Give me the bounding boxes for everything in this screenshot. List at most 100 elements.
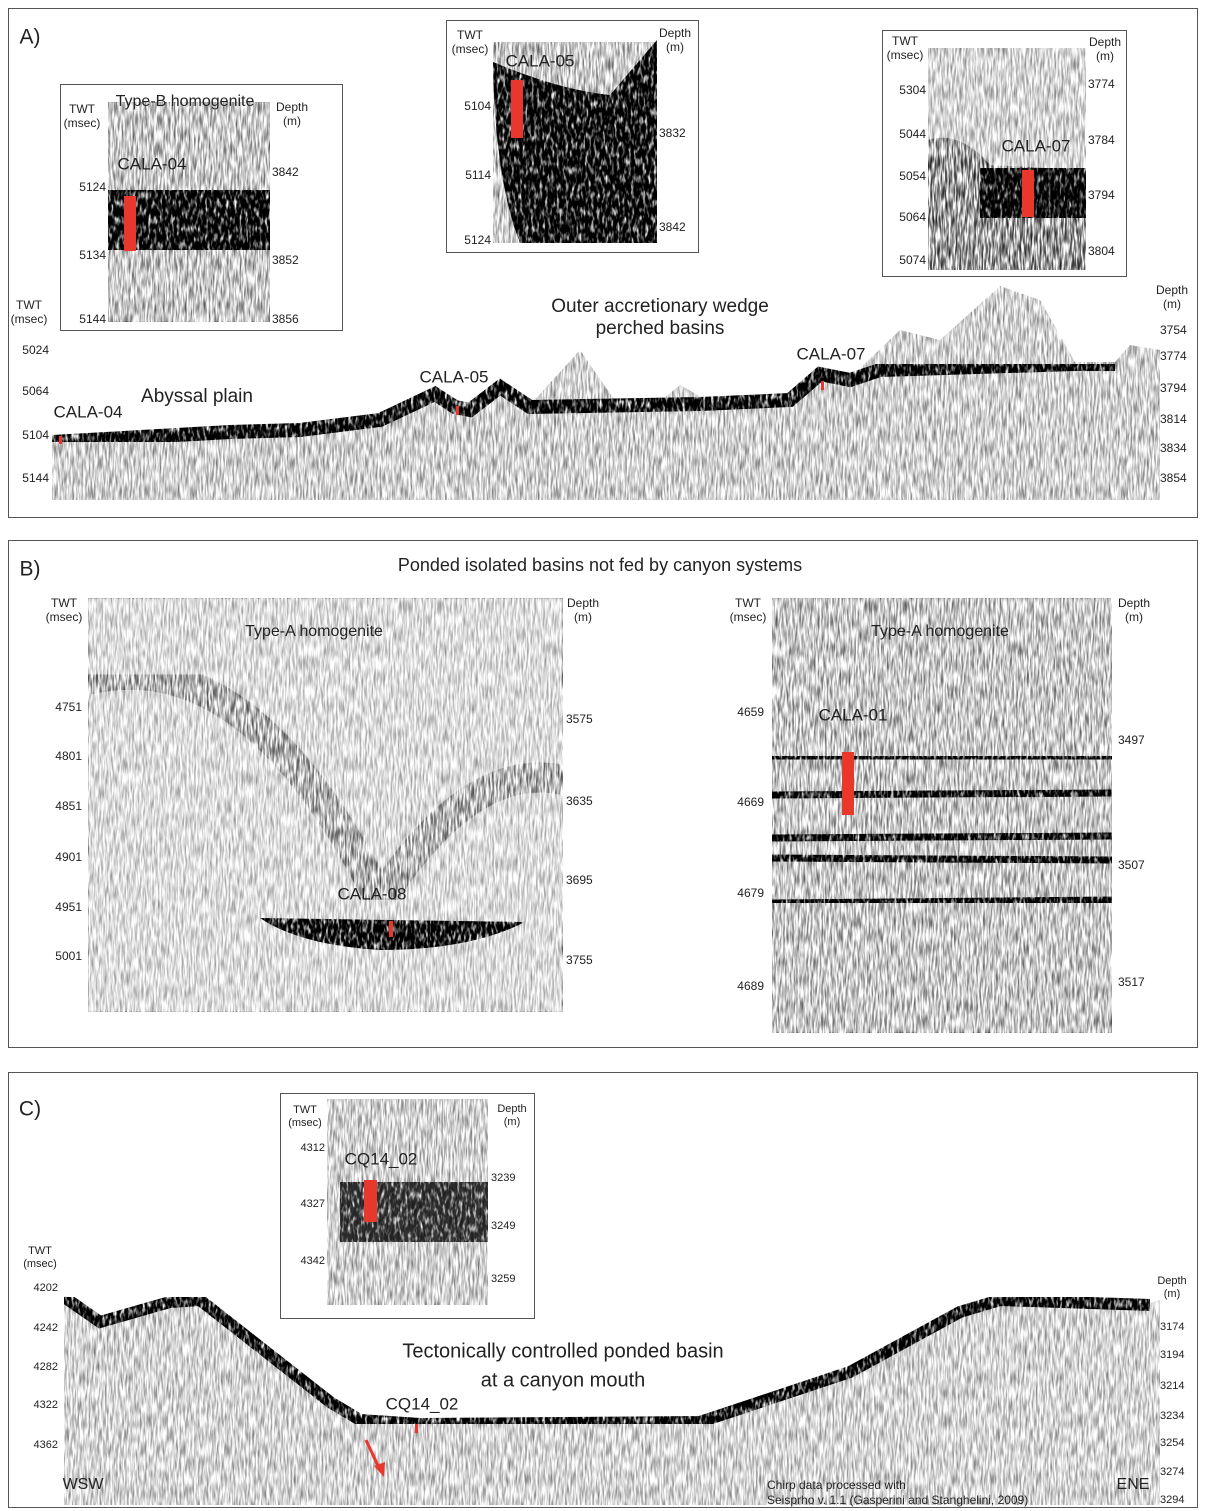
axis-unit: (m) <box>504 1116 521 1128</box>
axis-unit: (msec) <box>46 610 83 624</box>
twt-tick-label: 5144 <box>22 471 49 485</box>
axis-title: Depth <box>567 596 599 610</box>
twt-tick-label: 4327 <box>301 1198 325 1210</box>
depth-tick-label: 3832 <box>659 126 686 140</box>
axis-title: TWT <box>293 1104 317 1116</box>
depth-tick-label: 3804 <box>1088 244 1115 258</box>
depth-tick-label: 3842 <box>272 165 299 179</box>
site-label: CALA-01 <box>819 705 888 724</box>
hyperbola <box>84 659 567 931</box>
site-label: CQ14_02 <box>386 1394 459 1413</box>
depth-tick-label: 3517 <box>1118 975 1145 989</box>
seafloor-reflector <box>60 1292 1151 1431</box>
fault-arrow <box>364 1439 385 1477</box>
depth-tick-label: 3239 <box>491 1172 515 1184</box>
annotation: Outer accretionary wedge <box>551 296 769 317</box>
depth-tick-label: 3214 <box>1160 1380 1184 1392</box>
depth-tick-label: 3854 <box>1160 471 1187 485</box>
twt-tick-label: 4901 <box>55 850 82 864</box>
axis-unit: (m) <box>1163 297 1181 311</box>
seafloor-reflector <box>51 357 1115 449</box>
depth-tick-label: 3249 <box>491 1220 515 1232</box>
axis-unit: (msec) <box>11 312 48 326</box>
twt-tick-label: 5054 <box>899 169 926 183</box>
twt-tick-label: 5104 <box>464 99 491 113</box>
site-label: CQ14_02 <box>345 1149 418 1168</box>
panel-label: C) <box>19 1098 41 1121</box>
axis-unit: (msec) <box>23 1258 57 1270</box>
axis-title: TWT <box>16 298 43 312</box>
credit: Seisprho v. 1.1 (Gasperini and Stangheli… <box>767 1493 1028 1507</box>
twt-tick-label: 4282 <box>34 1361 58 1373</box>
depth-tick-label: 3794 <box>1160 381 1187 395</box>
depth-tick-label: 3497 <box>1118 733 1145 747</box>
twt-tick-label: 4362 <box>34 1439 58 1451</box>
axis-unit: (m) <box>574 610 592 624</box>
direction-label: ENE <box>1117 1476 1150 1493</box>
annotation: at a canyon mouth <box>481 1369 646 1391</box>
credit: Chirp data processed with <box>767 1478 906 1492</box>
twt-tick-label: 5134 <box>79 248 106 262</box>
axis-title: Depth <box>1118 596 1150 610</box>
axis-unit: (m) <box>283 114 301 128</box>
axis-title: Depth <box>497 1103 526 1115</box>
depth-tick-label: 3774 <box>1088 77 1115 91</box>
twt-tick-label: 4679 <box>737 886 764 900</box>
panel-label: B) <box>20 558 41 581</box>
depth-tick-label: 3294 <box>1160 1494 1184 1506</box>
direction-label: WSW <box>63 1476 105 1493</box>
twt-tick-label: 4659 <box>737 705 764 719</box>
site-label: CALA-07 <box>797 344 866 363</box>
depth-tick-label: 3794 <box>1088 188 1115 202</box>
depth-tick-label: 3834 <box>1160 441 1187 455</box>
depth-tick-label: 3856 <box>272 312 299 326</box>
site-label: CALA-08 <box>338 884 407 903</box>
depth-tick-label: 3507 <box>1118 858 1145 872</box>
reflector-band <box>340 1182 488 1242</box>
panel-label: A) <box>20 26 41 49</box>
site-label: CALA-04 <box>118 154 187 173</box>
depth-tick-label: 3274 <box>1160 1466 1184 1478</box>
twt-tick-label: 4951 <box>55 900 82 914</box>
twt-tick-label: 4242 <box>34 1322 58 1334</box>
axis-unit: (msec) <box>730 610 767 624</box>
axis-title: TWT <box>735 596 762 610</box>
core-markers <box>59 80 1034 1433</box>
axis-unit: (msec) <box>887 48 924 62</box>
twt-tick-label: 4689 <box>737 979 764 993</box>
depth-tick-label: 3755 <box>566 953 593 967</box>
twt-tick-label: 5044 <box>899 127 926 141</box>
site-label: CALA-04 <box>54 402 123 421</box>
axis-title: TWT <box>51 596 78 610</box>
reflector-band <box>493 40 657 243</box>
twt-tick-label: 5074 <box>899 253 926 267</box>
seismic-section <box>64 1295 1160 1505</box>
axis-unit: (m) <box>1125 610 1143 624</box>
axis-title: Depth <box>1156 283 1188 297</box>
axis-title: Depth <box>1157 1275 1186 1287</box>
twt-tick-label: 5064 <box>22 384 49 398</box>
inset-title: Type-B homogenite <box>116 93 255 110</box>
depth-tick-label: 3234 <box>1160 1410 1184 1422</box>
depth-tick-label: 3194 <box>1160 1349 1184 1361</box>
axis-title: Depth <box>276 100 308 114</box>
twt-tick-label: 5304 <box>899 83 926 97</box>
depth-tick-label: 3575 <box>566 712 593 726</box>
twt-tick-label: 4751 <box>55 700 82 714</box>
twt-tick-label: 5104 <box>22 428 49 442</box>
depth-tick-label: 3852 <box>272 253 299 267</box>
frames <box>8 8 1198 1508</box>
depth-tick-label: 3784 <box>1088 133 1115 147</box>
twt-tick-label: 4669 <box>737 795 764 809</box>
annotation: Tectonically controlled ponded basin <box>402 1340 723 1362</box>
twt-tick-label: 5144 <box>79 312 106 326</box>
axis-title: TWT <box>69 102 96 116</box>
axis-unit: (m) <box>1164 1288 1181 1300</box>
site-label: CALA-07 <box>1002 136 1071 155</box>
axis-unit: (m) <box>1096 49 1114 63</box>
twt-tick-label: 5124 <box>464 233 491 247</box>
axis-unit: (m) <box>666 40 684 54</box>
depth-tick-label: 3842 <box>659 220 686 234</box>
twt-tick-label: 4312 <box>301 1142 325 1154</box>
axis-title: TWT <box>457 28 484 42</box>
